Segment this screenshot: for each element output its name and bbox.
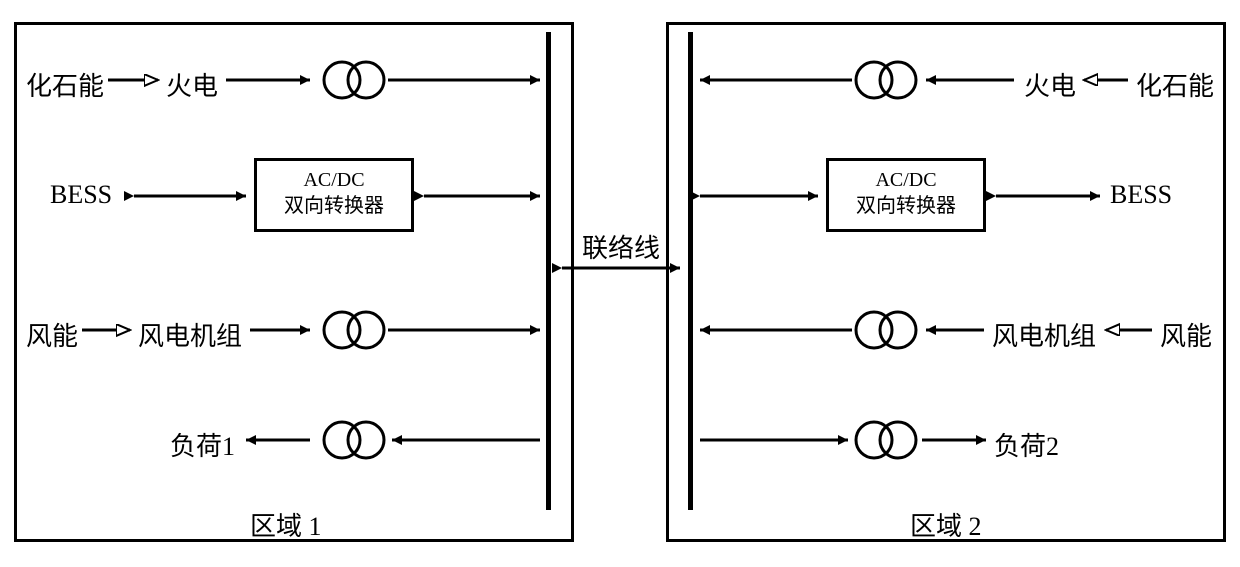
wind-turbine-label-r1: 风电机组 (138, 316, 242, 353)
load-label-r1: 负荷1 (170, 426, 235, 463)
acdc-line2-r2: 双向转换器 (856, 195, 956, 217)
wind-energy-label-r1: 风能 (26, 316, 78, 353)
wind-turbine-label-r2: 风电机组 (992, 316, 1096, 353)
acdc-line2-r1: 双向转换器 (284, 195, 384, 217)
region-2-title: 区域 2 (910, 506, 982, 543)
acdc-line1-r2: AC/DC (875, 169, 936, 191)
bess-label-r2: BESS (1110, 180, 1172, 210)
load-label-r2: 负荷2 (994, 426, 1059, 463)
fossil-label-r1: 化石能 (26, 66, 104, 103)
acdc-box-region-2: AC/DC 双向转换器 (826, 158, 986, 232)
thermal-label-r2: 火电 (1024, 66, 1076, 103)
bus-line-region-1 (546, 32, 551, 510)
thermal-label-r1: 火电 (166, 66, 218, 103)
acdc-box-region-1: AC/DC 双向转换器 (254, 158, 414, 232)
bus-line-region-2 (688, 32, 693, 510)
tie-line-label: 联络线 (582, 228, 660, 265)
fossil-label-r2: 化石能 (1136, 66, 1214, 103)
bess-label-r1: BESS (50, 180, 112, 210)
wind-energy-label-r2: 风能 (1160, 316, 1212, 353)
region-1-title: 区域 1 (250, 506, 322, 543)
acdc-line1-r1: AC/DC (303, 169, 364, 191)
